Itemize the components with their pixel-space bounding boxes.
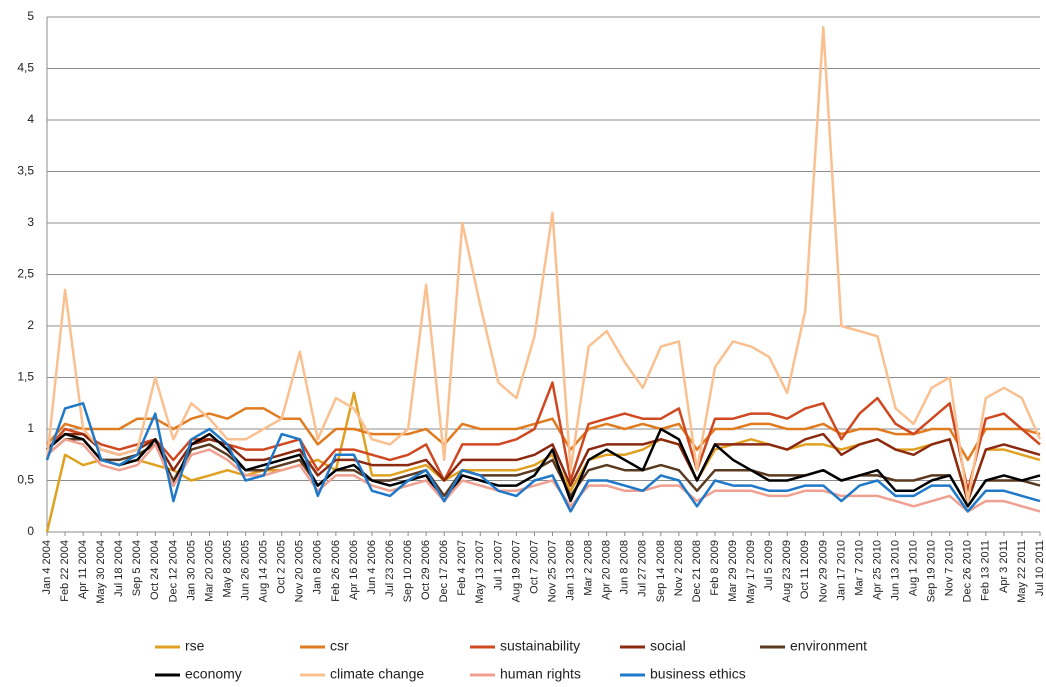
series-line [46,427,1041,508]
legend-label: csr [330,638,349,654]
x-tick-label: Jan 13 2008 [564,540,576,601]
x-tick-label: Nov 2 2008 [673,540,685,596]
y-tick-label: 1 [27,421,34,435]
x-tick-label: Oct 24 2004 [149,540,161,600]
x-tick-label: Mar 29 2009 [727,540,739,602]
x-tick-label: Jun 26 2005 [240,540,252,601]
x-tick-label: Aug 14 2005 [258,540,270,602]
series-line [45,402,1041,513]
x-tick-label: Nov 25 2007 [546,540,558,602]
series-line [45,26,1042,503]
x-tick-label: Jul 1 2007 [492,540,504,591]
x-tick-label: Aug 19 2007 [510,540,522,602]
x-tick-label: Jun 13 2010 [889,540,901,601]
legend-label: social [650,638,686,654]
x-tick-label: Sep 5 2004 [131,540,143,596]
x-tick-label: May 13 2007 [474,540,486,604]
y-tick-label: 4,5 [17,61,34,75]
x-tick-label: Aug 1 2010 [908,540,920,596]
y-tick-label: 0 [27,524,34,538]
y-tick-label: 4 [27,112,34,126]
x-tick-label: Jan 4 2004 [41,540,53,594]
x-tick-label: Dec 12 2004 [167,540,179,602]
x-tick-label: Jul 5 2009 [763,540,775,591]
x-tick-label: Aug 23 2009 [781,540,793,602]
y-tick-label: 0,5 [17,473,34,487]
series-line [46,432,1041,503]
series-line [46,438,1041,508]
x-tick-label: Apr 20 2008 [601,540,613,600]
x-tick-label: Jan 30 2005 [185,540,197,601]
x-tick-label: Jul 27 2008 [637,540,649,597]
x-tick-label: Dec 21 2008 [691,540,703,602]
x-tick-label: Mar 20 2005 [203,540,215,602]
x-tick-label: Feb 13 2011 [980,540,992,601]
x-tick-label: Apr 11 2004 [77,540,89,599]
x-tick-label: Oct 29 2006 [420,540,432,600]
x-tick-label: Jan 17 2010 [835,540,847,601]
x-tick-label: Dec 17 2006 [438,540,450,602]
x-tick-label: Apr 3 2011 [998,540,1010,593]
x-tick-label: Jun 4 2006 [366,540,378,594]
x-tick-label: Mar 2 2008 [583,540,595,596]
y-tick-label: 3,5 [17,164,34,178]
x-tick-label: Jun 8 2008 [619,540,631,594]
x-tick-label: Mar 7 2010 [853,540,865,596]
series-line [46,407,1041,462]
x-tick-label: Dec 26 2010 [962,540,974,602]
x-tick-label: Oct 7 2007 [528,540,540,594]
x-tick-label: May 22 2011 [1016,540,1028,603]
x-tick-label: Nov 20 2005 [294,540,306,602]
legend-label: business ethics [650,666,746,682]
y-tick-label: 1,5 [17,370,34,384]
x-tick-label: Jul 23 2006 [384,540,396,597]
x-tick-label: Apr 16 2006 [348,540,360,600]
x-tick-label: Apr 25 2010 [871,540,883,600]
x-tick-label: Feb 26 2006 [330,540,342,602]
x-tick-label: Sep 19 2010 [926,540,938,602]
x-tick-label: Jul 10 2011 [1034,540,1046,596]
x-tick-label: Oct 11 2009 [799,540,811,599]
y-tick-label: 2 [27,318,34,332]
x-tick-label: May 8 2005 [221,540,233,597]
legend-label: rse [185,638,205,654]
x-tick-label: May 17 2009 [745,540,757,604]
x-tick-label: Nov 7 2010 [944,540,956,596]
y-tick-label: 2,5 [17,267,34,281]
series-line [46,438,1041,513]
x-tick-label: Jan 8 2006 [312,540,324,594]
legend-label: human rights [500,666,581,682]
x-tick-label: Sep 10 2006 [402,540,414,602]
x-tick-label: Feb 4 2007 [456,540,468,596]
x-tick-label: Sep 14 2008 [655,540,667,602]
legend-label: climate change [330,666,424,682]
legend-label: environment [790,638,867,654]
x-tick-label: Oct 2 2005 [276,540,288,594]
x-tick-label: Feb 8 2009 [709,540,721,596]
y-tick-label: 5 [27,9,34,23]
legend-label: sustainability [500,638,580,654]
x-tick-label: Feb 22 2004 [59,540,71,602]
legend-label: economy [185,666,242,682]
x-tick-label: May 30 2004 [95,540,107,604]
x-tick-label: Jul 18 2004 [113,540,125,597]
y-tick-label: 3 [27,215,34,229]
x-tick-label: Nov 29 2009 [817,540,829,602]
